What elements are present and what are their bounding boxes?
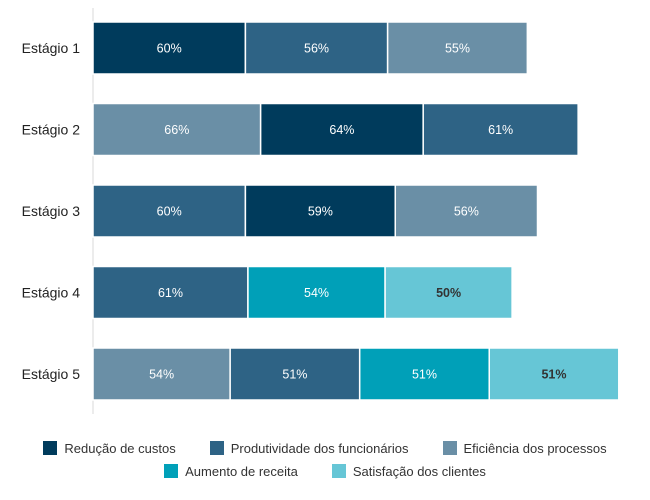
data-label: 56%	[304, 42, 329, 56]
data-label: 60%	[157, 205, 182, 219]
legend-swatch	[442, 441, 457, 455]
legend-item-satisfacao-clientes: Satisfação dos clientes	[331, 463, 486, 479]
legend-swatch	[43, 441, 58, 455]
bar-segment	[244, 21, 389, 75]
legend-swatch	[209, 441, 224, 455]
y-tick-label: Estágio 1	[22, 40, 81, 56]
y-tick-label: Estágio 2	[22, 122, 81, 138]
data-label: 60%	[157, 42, 182, 56]
data-label: 51%	[541, 368, 566, 382]
legend-label: Produtividade dos funcionários	[230, 440, 409, 456]
bar-segment	[384, 265, 513, 320]
data-label: 51%	[412, 368, 437, 382]
legend-item-reducao-custos: Redução de custos	[43, 440, 176, 456]
y-tick-label: Estágio 4	[22, 285, 81, 301]
data-label: 50%	[436, 286, 461, 300]
legend-item-eficiencia: Eficiência dos processos	[442, 440, 607, 456]
data-label: 61%	[488, 123, 513, 137]
stacked-bar-chart: Estágio 1 60% 56% 55% Estágio 2 66% 64% 61% Está…	[22, 8, 620, 414]
y-tick-label: Estágio 5	[22, 366, 81, 382]
bar-segment	[358, 347, 490, 401]
bar-segment	[394, 184, 539, 238]
bar-segment	[488, 347, 620, 401]
bar-segment	[386, 21, 529, 75]
bar-segment	[92, 265, 249, 320]
data-label: 66%	[164, 123, 189, 137]
data-label: 54%	[304, 286, 329, 300]
data-label: 55%	[445, 42, 470, 56]
bar-segment	[229, 347, 361, 401]
legend-item-aumento-receita: Aumento de receita	[164, 464, 298, 479]
bar-segment	[247, 265, 386, 320]
legend-label: Redução de custos	[64, 440, 176, 456]
legend-row-2: Aumento de receita Satisfação dos client…	[0, 461, 650, 481]
data-label: 54%	[149, 368, 174, 382]
data-label: 59%	[308, 205, 333, 219]
data-label: 51%	[282, 368, 307, 382]
legend-swatch	[331, 464, 346, 478]
legend-row-1: Redução de custos Produtividade dos func…	[0, 438, 650, 458]
legend-label: Eficiência dos processos	[463, 440, 607, 456]
legend-label: Aumento de receita	[185, 463, 298, 479]
data-label: 61%	[158, 286, 183, 300]
legend-swatch	[164, 464, 179, 478]
bar-segment	[92, 347, 231, 401]
legend: Redução de custos Produtividade dos func…	[0, 438, 650, 484]
data-label: 64%	[329, 123, 354, 137]
data-label: 56%	[454, 205, 479, 219]
bar-segment	[422, 102, 579, 157]
legend-item-produtividade: Produtividade dos funcionários	[209, 440, 409, 456]
y-tick-label: Estágio 3	[22, 203, 81, 219]
legend-label: Satisfação dos clientes	[352, 463, 486, 479]
